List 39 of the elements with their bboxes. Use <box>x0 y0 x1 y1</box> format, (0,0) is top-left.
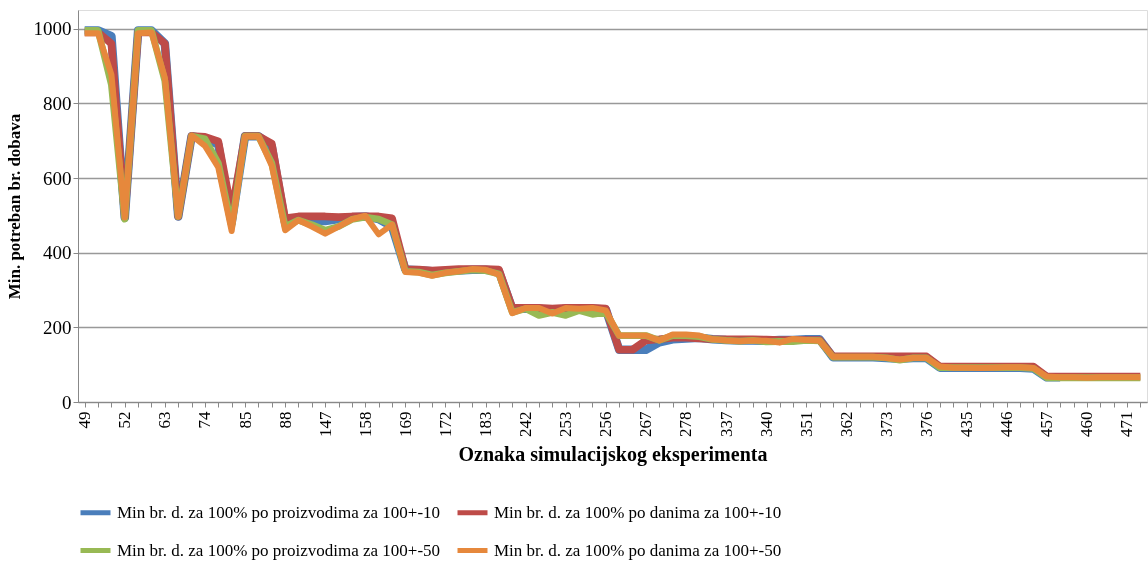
y-tick-label: 1000 <box>33 18 72 40</box>
y-tick-label: 400 <box>43 242 72 264</box>
y-tick-label: 200 <box>43 316 72 338</box>
x-tick-label: 256 <box>596 411 616 437</box>
x-tick-label: 253 <box>556 411 576 437</box>
x-axis-title: Oznaka simulacijskog eksperimenta <box>458 443 768 466</box>
x-tick-label: 85 <box>235 411 255 429</box>
x-tick-label: 337 <box>716 411 736 437</box>
y-tick-label: 800 <box>43 92 72 114</box>
y-axis-title: Min. potreban br. dobava <box>4 113 24 300</box>
x-tick-label: 169 <box>395 411 415 437</box>
x-tick-label: 147 <box>315 411 335 437</box>
x-tick-label: 460 <box>1077 411 1097 437</box>
x-tick-label: 267 <box>636 411 656 437</box>
legend-label: Min br. d. za 100% po proizvodima za 100+-50 <box>117 540 441 560</box>
x-tick-label: 63 <box>155 411 175 429</box>
x-tick-label: 376 <box>917 411 937 437</box>
x-tick-label: 351 <box>796 411 816 437</box>
x-tick-label: 362 <box>836 411 856 437</box>
y-tick-label: 600 <box>43 167 72 189</box>
x-tick-label: 471 <box>1117 411 1137 437</box>
x-tick-label: 49 <box>75 411 95 429</box>
x-tick-label: 88 <box>275 411 295 429</box>
legend-label: Min br. d. za 100% po danima za 100+-50 <box>494 540 782 560</box>
x-tick-label: 435 <box>957 411 977 437</box>
y-tick-label: 0 <box>62 391 72 413</box>
legend-label: Min br. d. za 100% po danima za 100+-10 <box>494 502 782 522</box>
x-tick-label: 446 <box>997 411 1017 437</box>
x-tick-label: 158 <box>355 411 375 437</box>
x-tick-label: 340 <box>756 411 776 437</box>
x-tick-label: 242 <box>516 411 536 437</box>
x-tick-label: 373 <box>876 411 896 437</box>
x-tick-label: 74 <box>195 411 215 429</box>
x-tick-label: 278 <box>676 411 696 437</box>
x-tick-label: 172 <box>435 411 455 437</box>
x-tick-label: 52 <box>115 411 135 429</box>
x-tick-label: 457 <box>1037 411 1057 437</box>
x-tick-label: 183 <box>476 411 496 437</box>
legend-label: Min br. d. za 100% po proizvodima za 100+-10 <box>117 502 441 522</box>
